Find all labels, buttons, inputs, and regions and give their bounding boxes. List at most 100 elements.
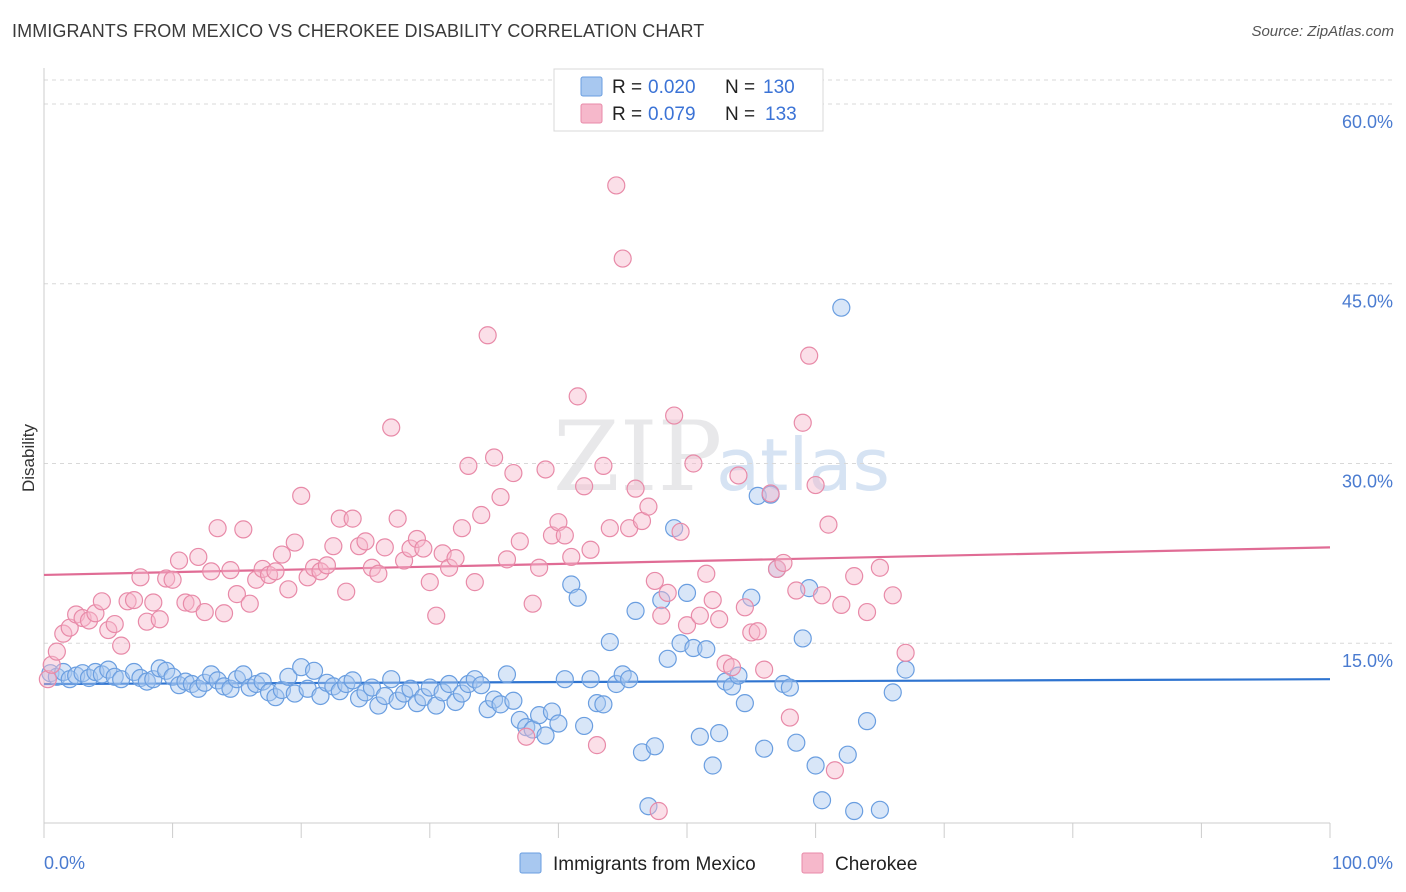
cherokee-point (800, 346, 819, 365)
mexico-point (414, 688, 433, 707)
cherokee-point (722, 658, 742, 677)
mexico-point (780, 678, 799, 697)
mexico-point (832, 298, 851, 317)
mexico-point (645, 737, 664, 756)
mexico-point (600, 632, 619, 652)
legend-bottom-label-blue: Immigrants from Mexico (553, 854, 756, 875)
mexico-point (710, 724, 729, 743)
cherokee-point (292, 486, 311, 505)
cherokee-point (575, 477, 594, 496)
cherokee-point (825, 761, 844, 780)
mexico-point (793, 629, 812, 648)
mexico-trend-line (43, 678, 1331, 686)
legend-bottom-swatch-blue (519, 852, 542, 874)
mexico-point (581, 670, 600, 689)
cherokee-point (92, 592, 111, 611)
cherokee-point (491, 487, 510, 507)
legend-r-label-2: R = (612, 104, 642, 125)
cherokee-point (735, 598, 754, 617)
cherokee-point (857, 602, 877, 622)
y-tick-label: 45.0% (1342, 292, 1393, 312)
mexico-point (452, 684, 472, 703)
mexico-point (870, 800, 890, 819)
mexico-point (144, 670, 163, 689)
mexico-point (253, 672, 272, 691)
cherokee-point (202, 562, 221, 581)
cherokee-point (189, 547, 208, 567)
cherokee-point (523, 594, 542, 613)
cherokee-point (780, 708, 799, 727)
y-axis-label: Disability (19, 423, 38, 492)
legend-n-label-1: N = (725, 77, 755, 98)
cherokee-point (517, 727, 536, 746)
cherokee-point (568, 387, 587, 406)
y-tick-labels: 15.0% 30.0% 45.0% 60.0% (1342, 112, 1393, 671)
cherokee-point (131, 568, 150, 587)
cherokee-point (208, 519, 227, 538)
cherokee-point (157, 569, 176, 588)
cherokee-point (787, 581, 806, 600)
mexico-point (755, 739, 774, 758)
legend-swatch-blue (580, 76, 603, 97)
cherokee-point (761, 484, 780, 503)
mexico-point (677, 583, 697, 603)
cherokee-point (613, 249, 632, 268)
mexico-point (883, 683, 902, 702)
legend-bottom: Immigrants from Mexico Cherokee (519, 852, 917, 875)
cherokee-point (163, 570, 182, 589)
cherokee-point (832, 595, 851, 614)
watermark-atlas: atlas (716, 423, 890, 507)
cherokee-point (272, 545, 292, 564)
cherokee-point (671, 522, 690, 541)
legend-top: R = 0.020 N = 130 R = 0.079 N = 133 (553, 68, 824, 132)
cherokee-point (375, 538, 394, 557)
cherokee-point (427, 606, 446, 625)
mexico-point (845, 801, 864, 821)
mexico-point (838, 745, 857, 764)
legend-swatch-pink (580, 103, 603, 124)
cherokee-point (420, 573, 439, 592)
mexico-point (382, 670, 401, 689)
cherokee-point (587, 736, 607, 755)
cherokee-point (504, 463, 523, 483)
cherokee-point (690, 606, 709, 625)
cherokee-point (729, 466, 748, 485)
mexico-point (787, 733, 806, 752)
mexico-point (575, 716, 594, 736)
cherokee-point (896, 643, 915, 662)
cherokee-point (446, 549, 465, 568)
cherokee-point (684, 454, 703, 473)
cherokee-point (510, 532, 529, 551)
cherokee-point (536, 460, 555, 479)
cherokee-point (47, 642, 66, 661)
cherokee-point (214, 604, 234, 623)
cherokee-point (169, 551, 189, 570)
cherokee-point (883, 586, 902, 605)
mexico-point (439, 674, 459, 694)
legend-n-value-2: 133 (765, 104, 797, 125)
mexico-point (330, 682, 349, 701)
mexico-point (304, 661, 324, 680)
cherokee-point (812, 586, 832, 605)
cherokee-point (626, 479, 645, 498)
data-points (38, 176, 915, 821)
mexico-point (806, 756, 825, 775)
mexico-point (221, 679, 240, 698)
legend-n-value-1: 130 (763, 77, 795, 98)
legend-n-label-2: N = (725, 104, 755, 125)
mexico-point (620, 670, 639, 689)
cherokee-point (150, 610, 169, 629)
mexico-point (658, 649, 677, 668)
mexico-point (497, 665, 517, 684)
mexico-point (587, 694, 607, 713)
cherokee-point (388, 509, 407, 528)
cherokee-point (285, 533, 304, 552)
mexico-point (99, 660, 118, 679)
mexico-point (549, 714, 568, 733)
mexico-point (504, 691, 523, 710)
cherokee-point (337, 582, 356, 601)
cherokee-point (530, 558, 549, 577)
mexico-point (639, 797, 658, 816)
cherokee-point (742, 623, 761, 642)
mexico-point (388, 691, 407, 710)
